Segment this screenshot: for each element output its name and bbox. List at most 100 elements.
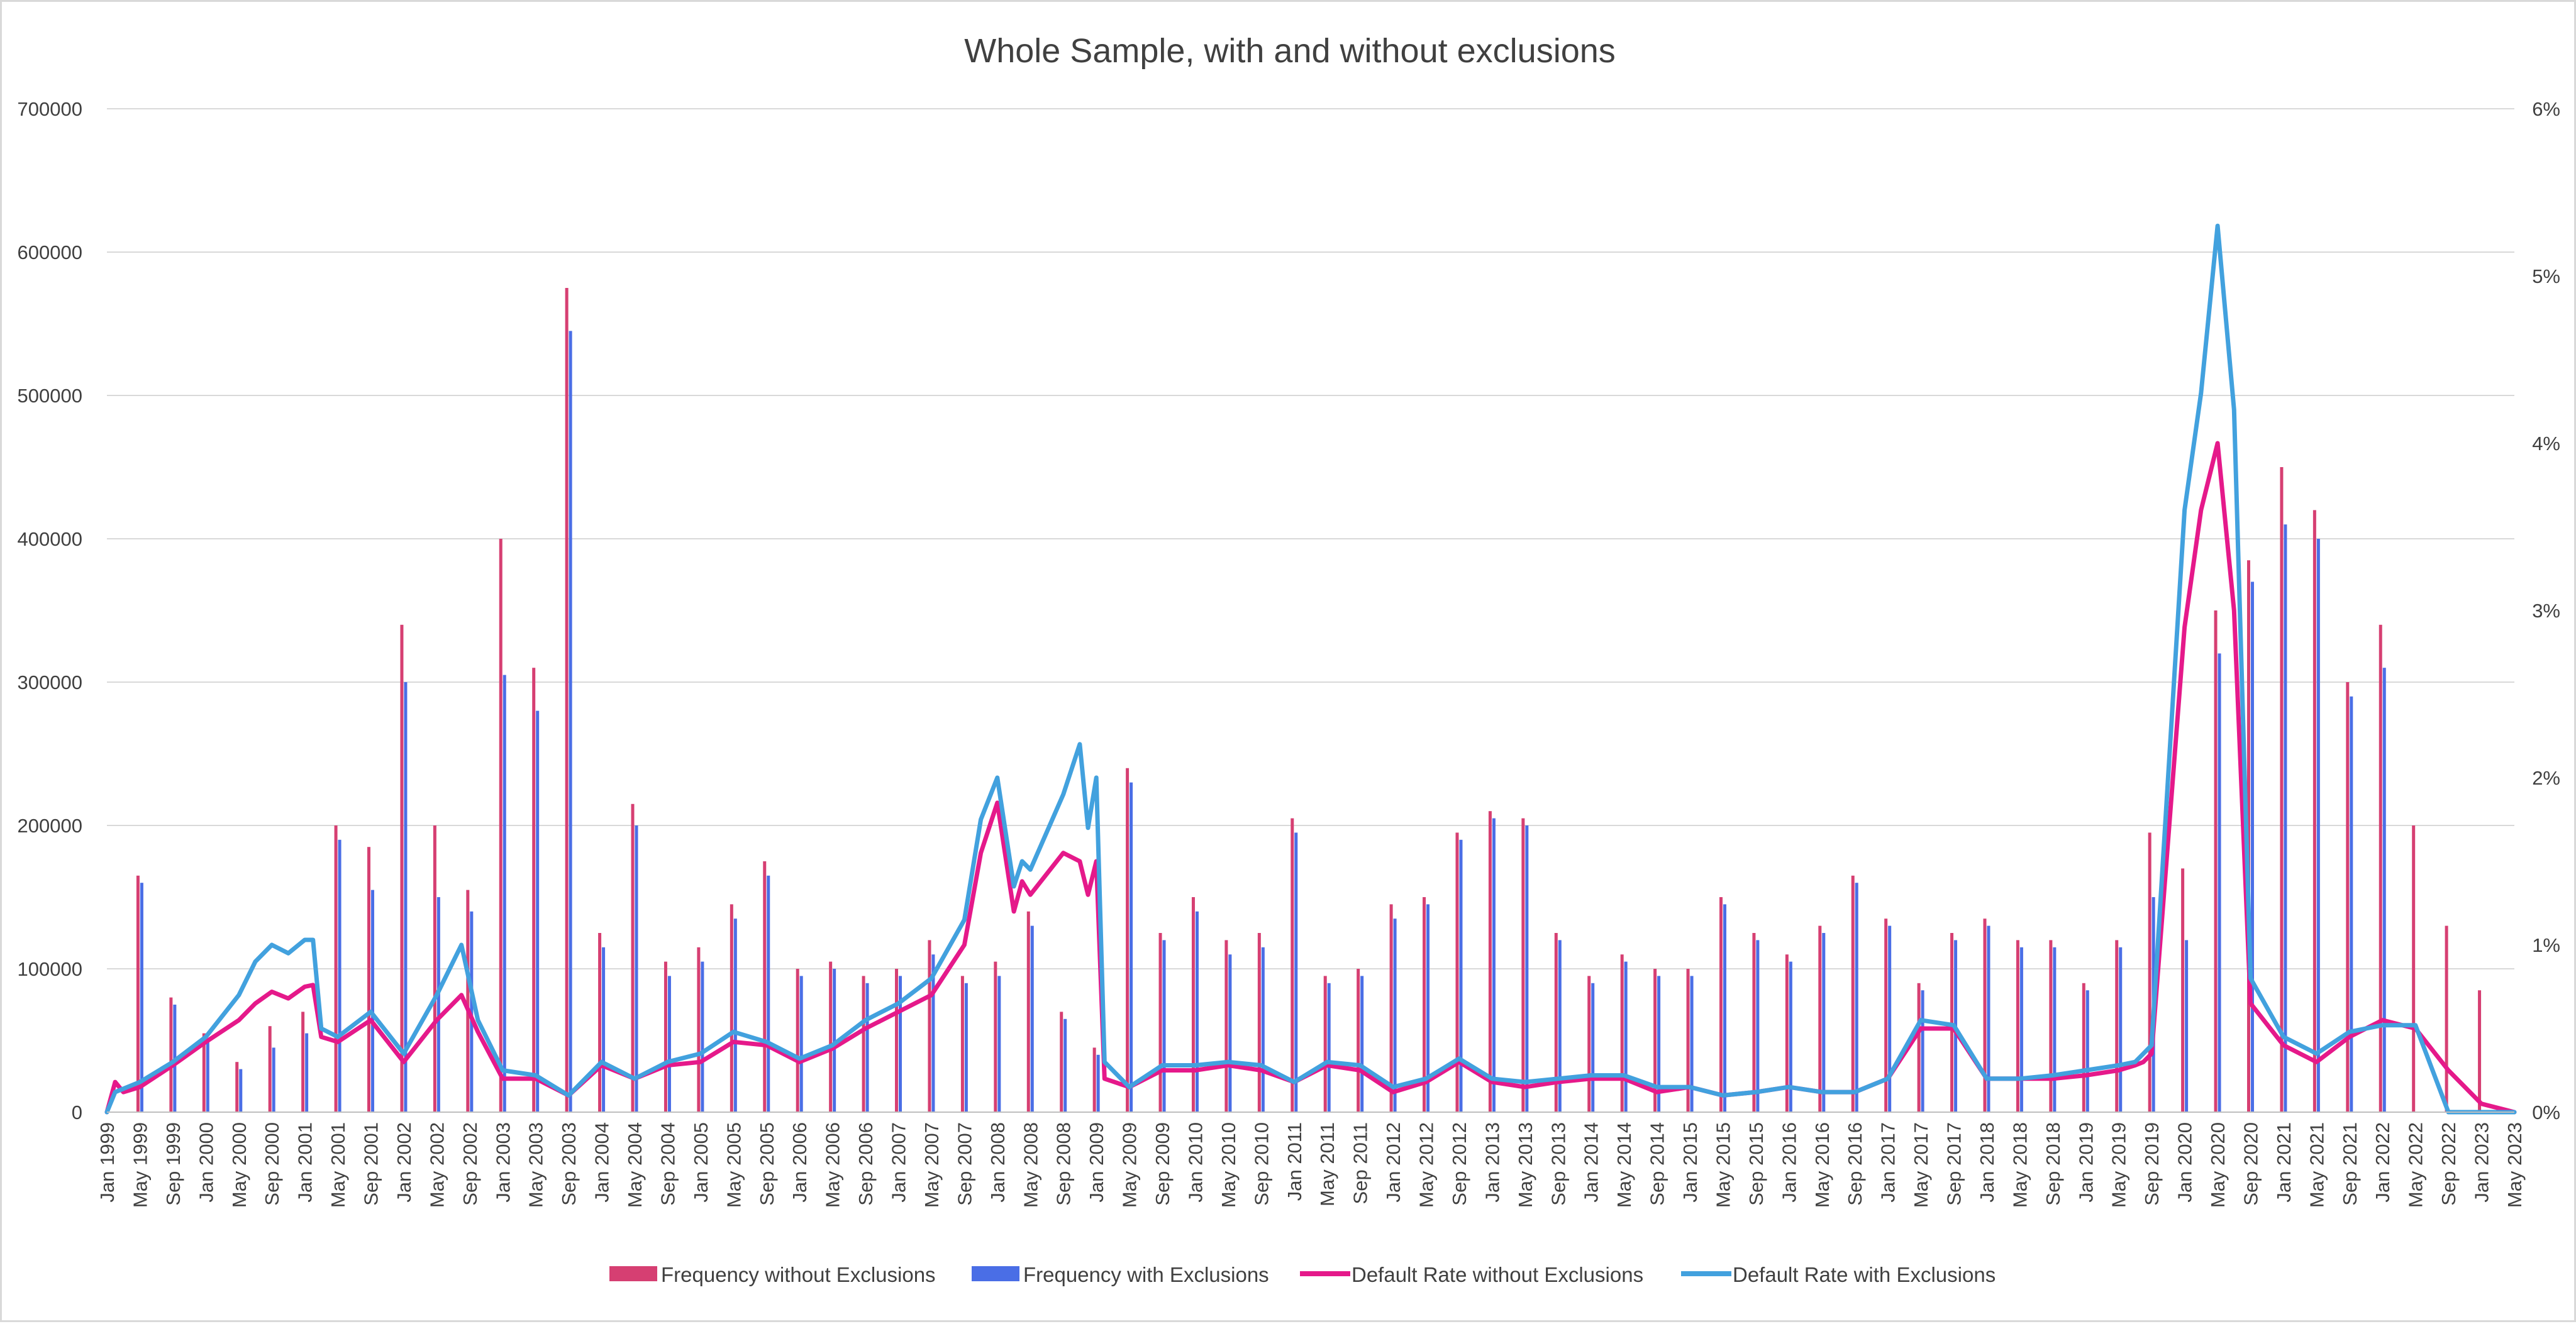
bar <box>796 969 799 1112</box>
bar <box>1294 832 1298 1112</box>
x-tick-label: May 2019 <box>2108 1122 2130 1208</box>
bar <box>2445 925 2448 1112</box>
series-line <box>104 223 2517 1115</box>
x-tick-label: Jan 2002 <box>393 1122 415 1203</box>
bar <box>1653 969 1657 1112</box>
bar <box>1224 940 1228 1112</box>
series-lines <box>104 223 2517 1115</box>
x-tick-label: Jan 2003 <box>492 1122 514 1203</box>
x-tick-label: Sep 2000 <box>261 1122 283 1206</box>
bar <box>1195 911 1199 1112</box>
bar <box>536 710 540 1112</box>
bar <box>1620 954 1624 1112</box>
bar <box>899 976 902 1112</box>
x-tick-label: Jan 2017 <box>1877 1122 1899 1203</box>
x-tick-label: May 2002 <box>426 1122 448 1208</box>
bar <box>2085 990 2089 1112</box>
bar <box>1096 1054 1100 1112</box>
bar <box>1888 925 1892 1112</box>
bar <box>305 1033 309 1112</box>
x-tick-label: Sep 2015 <box>1745 1122 1767 1206</box>
x-tick-label: Jan 2008 <box>987 1122 1009 1203</box>
x-tick-label: Jan 2006 <box>789 1122 811 1203</box>
bar <box>829 961 833 1112</box>
bar <box>371 890 375 1112</box>
x-tick-label: Sep 2004 <box>657 1122 679 1206</box>
y-left-tick-label: 0 <box>72 1101 82 1123</box>
x-tick-label: Sep 1999 <box>162 1122 184 1206</box>
x-tick-label: Sep 2014 <box>1646 1122 1668 1206</box>
bar <box>2280 467 2284 1112</box>
bar <box>140 883 143 1112</box>
bar <box>2115 940 2119 1112</box>
bar <box>436 897 440 1112</box>
bar <box>2284 524 2287 1112</box>
x-tick-label: May 2020 <box>2207 1122 2229 1208</box>
bar <box>1492 818 1496 1112</box>
bar <box>1026 911 1030 1112</box>
bar <box>1591 983 1595 1112</box>
bar <box>1459 839 1463 1112</box>
x-tick-label: May 2001 <box>327 1122 349 1208</box>
bar <box>2148 832 2151 1112</box>
x-tick-label: Jan 2011 <box>1284 1122 1306 1201</box>
bar <box>2412 825 2416 1112</box>
x-tick-label: May 2008 <box>1019 1122 1041 1208</box>
bar <box>136 875 140 1112</box>
bar <box>833 969 836 1112</box>
bar <box>763 861 767 1112</box>
bar <box>1327 983 1331 1112</box>
x-tick-label: Jan 2012 <box>1382 1122 1404 1203</box>
legend-label: Default Rate with Exclusions <box>1733 1263 1996 1286</box>
x-tick-label: Sep 2017 <box>1943 1122 1965 1206</box>
bar <box>1521 818 1525 1112</box>
bar <box>532 668 536 1112</box>
bar <box>1587 976 1591 1112</box>
bar <box>1092 1047 1096 1112</box>
x-tick-label: Sep 2006 <box>855 1122 877 1206</box>
bar <box>1818 925 1822 1112</box>
bar <box>799 976 803 1112</box>
bar <box>1723 904 1726 1112</box>
bar <box>1624 961 1628 1112</box>
y-left-tick-label: 600000 <box>18 241 82 263</box>
x-tick-label: Jan 2023 <box>2471 1122 2493 1203</box>
x-tick-label: Jan 2015 <box>1679 1122 1701 1203</box>
bar <box>400 624 404 1112</box>
bar <box>268 1026 272 1112</box>
y-left-tick-label: 100000 <box>18 958 82 980</box>
bar <box>1789 961 1792 1112</box>
bar <box>367 847 371 1112</box>
x-tick-label: May 2023 <box>2504 1122 2526 1208</box>
bar <box>2382 668 2386 1112</box>
bar <box>202 1033 206 1112</box>
y-right-tick-label: 1% <box>2532 934 2560 956</box>
bar <box>1389 904 1393 1112</box>
x-tick-label: Sep 2008 <box>1053 1122 1075 1206</box>
y-right-tick-label: 2% <box>2532 767 2560 789</box>
x-tick-label: Sep 2012 <box>1448 1122 1470 1206</box>
bar <box>1357 969 1360 1112</box>
x-tick-label: Jan 2013 <box>1481 1122 1503 1203</box>
bar <box>2053 947 2057 1112</box>
x-tick-label: May 2013 <box>1514 1122 1536 1208</box>
bar <box>1455 832 1459 1112</box>
x-tick-label: Jan 2021 <box>2273 1122 2295 1203</box>
bar <box>2379 624 2382 1112</box>
bar <box>1162 940 1166 1112</box>
y-right-tick-label: 5% <box>2532 265 2560 287</box>
bar <box>466 890 470 1112</box>
bar <box>1855 883 1858 1112</box>
x-tick-label: May 2010 <box>1218 1122 1240 1208</box>
x-tick-label: Sep 2003 <box>558 1122 580 1206</box>
bar <box>1060 1012 1063 1112</box>
bar <box>1686 969 1690 1112</box>
x-tick-label: Jan 2001 <box>294 1122 316 1203</box>
y-left-tick-label: 700000 <box>18 98 82 120</box>
x-tick-label: Sep 2010 <box>1250 1122 1272 1206</box>
bar <box>2346 682 2350 1112</box>
bar <box>635 825 638 1112</box>
bar <box>499 539 502 1112</box>
bar <box>2214 610 2218 1112</box>
bar <box>2250 582 2254 1112</box>
